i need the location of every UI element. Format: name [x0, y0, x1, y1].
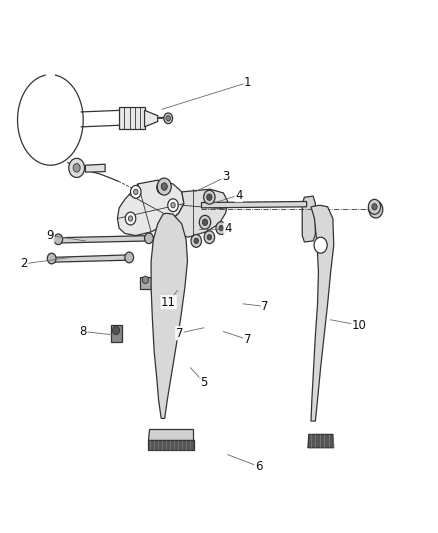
Polygon shape — [117, 180, 184, 236]
Text: 9: 9 — [46, 229, 54, 242]
Circle shape — [202, 219, 208, 225]
Circle shape — [168, 199, 178, 212]
Polygon shape — [85, 164, 105, 172]
Circle shape — [372, 204, 377, 210]
Circle shape — [216, 222, 226, 235]
Polygon shape — [145, 110, 158, 127]
Circle shape — [314, 237, 327, 253]
Circle shape — [128, 216, 133, 221]
Polygon shape — [148, 429, 193, 440]
Circle shape — [125, 252, 134, 263]
Circle shape — [134, 189, 138, 195]
Circle shape — [204, 190, 215, 204]
Circle shape — [160, 185, 164, 190]
Circle shape — [191, 235, 201, 247]
Polygon shape — [148, 440, 194, 450]
Circle shape — [145, 233, 153, 244]
Circle shape — [373, 206, 379, 213]
Circle shape — [164, 113, 173, 124]
Circle shape — [157, 178, 171, 195]
Text: 11: 11 — [161, 296, 176, 309]
Polygon shape — [50, 255, 131, 262]
Circle shape — [161, 183, 167, 190]
Polygon shape — [119, 107, 145, 129]
Circle shape — [47, 253, 56, 264]
Circle shape — [157, 181, 167, 194]
Circle shape — [69, 158, 85, 177]
Polygon shape — [111, 325, 122, 342]
Polygon shape — [302, 196, 315, 242]
Circle shape — [194, 238, 198, 244]
Circle shape — [113, 326, 120, 335]
Circle shape — [125, 212, 136, 225]
Text: 10: 10 — [352, 319, 367, 332]
Circle shape — [142, 276, 148, 284]
Polygon shape — [308, 434, 334, 448]
Circle shape — [368, 199, 381, 214]
Circle shape — [171, 203, 175, 208]
Polygon shape — [140, 277, 151, 289]
Circle shape — [73, 164, 80, 172]
Circle shape — [204, 231, 215, 244]
Polygon shape — [57, 236, 151, 243]
Polygon shape — [201, 201, 307, 208]
Circle shape — [166, 116, 170, 121]
Text: 6: 6 — [254, 460, 262, 473]
Circle shape — [207, 235, 212, 240]
Text: 8: 8 — [80, 325, 87, 338]
Circle shape — [207, 194, 212, 200]
Text: 3: 3 — [222, 171, 229, 183]
Circle shape — [131, 185, 141, 198]
Polygon shape — [151, 213, 187, 418]
Circle shape — [54, 234, 63, 245]
Circle shape — [219, 225, 223, 231]
Text: 7: 7 — [244, 333, 251, 346]
Text: 7: 7 — [176, 327, 184, 340]
Polygon shape — [173, 189, 228, 237]
Polygon shape — [311, 205, 334, 421]
Text: 2: 2 — [20, 257, 28, 270]
Text: 1: 1 — [244, 76, 251, 89]
Text: 4: 4 — [224, 222, 232, 235]
Text: 4: 4 — [235, 189, 243, 201]
Text: 7: 7 — [261, 300, 269, 313]
Text: 5: 5 — [200, 376, 207, 389]
Circle shape — [199, 215, 211, 229]
Circle shape — [369, 201, 383, 218]
